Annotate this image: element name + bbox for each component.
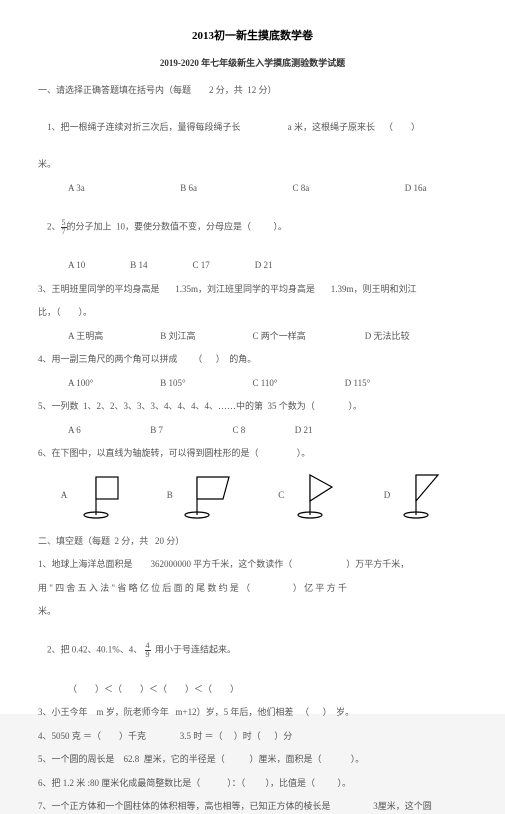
title-main: 2013初一新生摸底数学卷 [38,28,467,45]
q3-tail: 比，（ ）。 [38,306,467,320]
f2-tail: 用小于号连结起来。 [155,645,236,655]
fig-a-shape [71,471,121,521]
q4-choices: A 100° B 105° C 110° D 115° [68,377,467,391]
q2: 2、57的分子加上 10，要使分数值不变，分母应是（ ）。 [38,205,467,249]
q2-choices: A 10 B 14 C 17 D 21 [68,259,467,273]
fig-d-shape [394,471,444,521]
fig-d-wrap: D [384,471,445,521]
q6-figures: A B C D [38,471,467,521]
section1-header: 一、请选择正确答题填在括号内（每题 2 分，共 12 分） [38,84,467,98]
fig-d-label: D [384,489,391,503]
f2-fraction: 49 [145,642,151,659]
q4-choice-b: B 105° [160,377,250,391]
f2: 2、把 0.42、40.1%、4、 49 用小于号连结起来。 [38,629,467,673]
f3: 3、小王今年 m 岁，阮老师今年 m+12）岁，5 年后，他们相差 （ ） 岁。 [38,706,467,720]
title-sub: 2019-2020 年七年级新生入学摸底测验数学试题 [38,57,467,71]
q3-choice-a: A 王明高 [68,330,158,344]
q4-choice-a: A 100° [68,377,158,391]
q2-choice-a: A 10 [68,259,128,273]
q5-choices: A 6 B 7 C 8 D 21 [68,424,467,438]
q5-choice-b: B 7 [150,424,230,438]
q4-choice-c: C 110° [253,377,343,391]
q1: 1、把一根绳子连续对折三次后，量得每段绳子长 a 米，这根绳子原来长 （ ） [38,108,467,149]
q5: 5、一列数 1、2、2、3、3、3、4、4、4、4、……中的第 35 个数为（ … [38,400,467,414]
q6: 6、在下图中，以直线为轴旋转，可以得到圆柱形的是（ ）。 [38,447,467,461]
f6: 6、把 1.2 米 :80 厘米化成最简整数比是（ ）：（ ），比值是（ ）。 [38,777,467,791]
q5-choice-a: A 6 [68,424,148,438]
q1-tail: a 米，这根绳子原来长 （ ） [288,122,420,132]
f2-frac-den: 9 [145,651,151,659]
exam-page: 2013初一新生摸底数学卷 2019-2020 年七年级新生入学摸底测验数学试题… [0,0,505,714]
f1-end: 米。 [38,605,467,619]
q1-unit: 米。 [38,158,467,172]
section2-header: 二、填空题（每题 2 分，共 20 分） [38,535,467,549]
q4-choice-d: D 115° [345,377,371,391]
fig-a-label: A [61,489,68,503]
f1: 1、地球上海洋总面积是 362000000 平方千米，这个数读作（ ）万平方千米… [38,558,467,572]
fig-b-wrap: B [167,471,233,521]
q1-text: 1、把一根绳子连续对折三次后，量得每段绳子长 [47,122,241,132]
q5-choice-c: C 8 [233,424,293,438]
f4: 4、5050 克 ＝（ ）千克 3.5 时 ＝（ ）时（ ）分 [38,730,467,744]
fig-c-shape [288,471,338,521]
q3-choice-c: C 两个一样高 [253,330,363,344]
fig-b-shape [177,471,233,521]
q2-text: 的分子加上 10，要使分数值不变，分母应是（ ）。 [67,221,288,231]
q5-choice-d: D 21 [295,424,313,438]
q2-lead: 2、 [47,221,61,231]
q1-choice-d: D 16a [405,182,427,196]
fig-c-wrap: C [278,471,338,521]
q3-choices: A 王明高 B 刘江高 C 两个一样高 D 无法比较 [68,330,467,344]
q3-choice-b: B 刘江高 [160,330,250,344]
q3: 3、王明班里同学的平均身高是 1.35m，刘江班里同学的平均身高是 1.39m，… [38,283,467,297]
f1-tail: 用 " 四 舍 五 入 法 " 省 略 亿 位 后 面 的 尾 数 约 是 （ … [38,582,467,596]
q1-choice-c: C 8a [293,182,403,196]
f2-blank: （ ）＜（ ）＜（ ）＜（ ） [68,683,467,697]
q4: 4、用一副三角尺的两个角可以拼成 （ ） 的角。 [38,353,467,367]
q1-choice-b: B 6a [180,182,290,196]
fig-b-label: B [167,489,173,503]
fig-c-label: C [278,489,284,503]
f2-text: 2、把 0.42、40.1%、4、 [47,645,142,655]
q2-choice-c: C 17 [193,259,253,273]
f7: 7、一个正方体和一个圆柱体的体积相等，高也相等，已知正方体的棱长是 3厘米，这个… [38,800,467,814]
q1-choices: A 3a B 6a C 8a D 16a [68,182,467,196]
f5: 5、一个圆的周长是 62.8 厘米，它的半径是（ ）厘米，面积是（ ）。 [38,753,467,767]
q2-choice-d: D 21 [255,259,273,273]
q3-choice-d: D 无法比较 [365,330,410,344]
q1-choice-a: A 3a [68,182,178,196]
q2-choice-b: B 14 [130,259,190,273]
fig-a-wrap: A [61,471,122,521]
